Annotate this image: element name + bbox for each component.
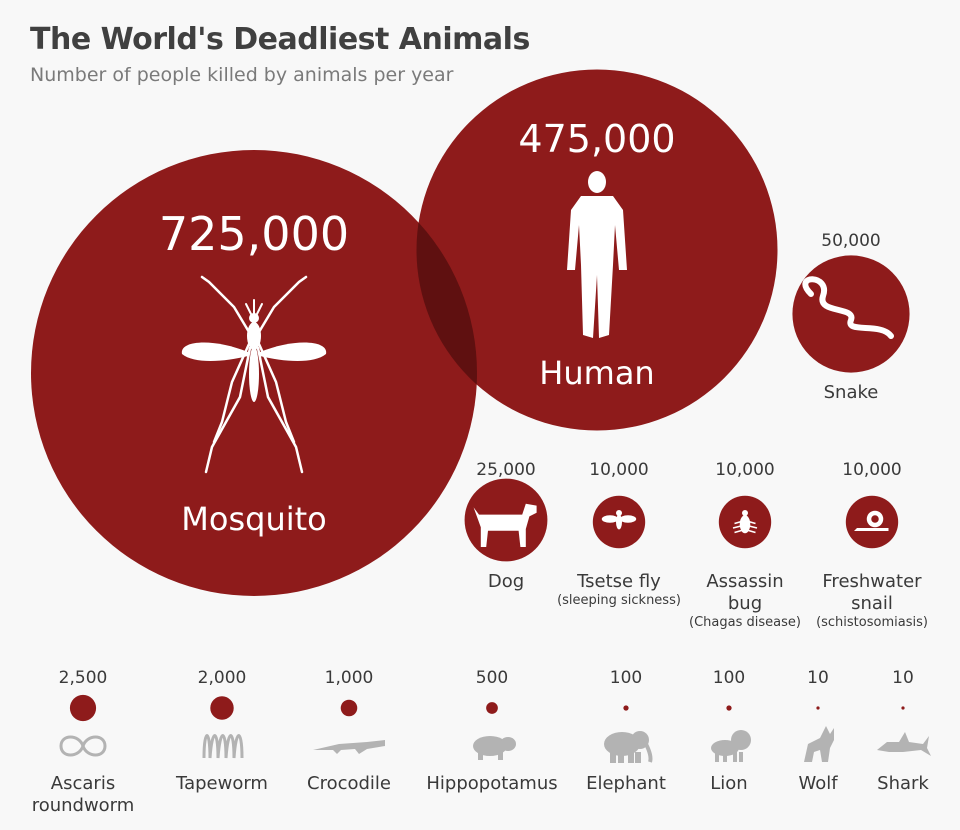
bug-icon (732, 510, 758, 534)
name-label-hippopotamus: Hippopotamus (426, 773, 557, 794)
name-label-assassin-bug-line1: Assassin (706, 571, 783, 592)
value-label-elephant: 100 (610, 668, 642, 688)
wolf-icon (804, 726, 834, 762)
bubble-shark (901, 706, 905, 710)
name-label-shark: Shark (877, 773, 929, 794)
lion-icon (711, 730, 751, 762)
name-label-assassin-bug-line2: bug (728, 593, 762, 614)
tapeworm-icon (202, 734, 244, 759)
snake-icon (802, 276, 894, 339)
bubble-tapeworm (210, 696, 234, 720)
name-label-human: Human (539, 354, 654, 392)
bubble-hippopotamus (486, 702, 498, 714)
value-label-crocodile: 1,000 (325, 668, 374, 688)
name-label-elephant: Elephant (586, 773, 666, 794)
name-label-crocodile: Crocodile (307, 773, 391, 794)
crocodile-icon (313, 740, 385, 754)
bubble-elephant (623, 705, 629, 711)
name-label-ascaris-roundworm-line1: Ascaris (51, 773, 115, 794)
value-label-snake: 50,000 (821, 231, 880, 251)
dog-icon (473, 503, 537, 547)
roundworm-icon (59, 735, 107, 757)
human-icon (567, 171, 627, 338)
name-label-freshwater-snail-line2: snail (851, 593, 893, 614)
shark-icon (877, 732, 931, 756)
name-label-mosquito: Mosquito (181, 500, 326, 538)
value-label-hippopotamus: 500 (476, 668, 508, 688)
fly-icon (601, 510, 637, 530)
name-label-snake: Snake (824, 382, 879, 403)
value-label-ascaris-roundworm: 2,500 (59, 668, 108, 688)
chart-title: The World's Deadliest Animals (30, 22, 530, 57)
bubble-ascaris-roundworm (69, 694, 97, 722)
name-label-lion: Lion (710, 773, 747, 794)
value-label-lion: 100 (713, 668, 745, 688)
elephant-icon (604, 731, 653, 763)
value-label-wolf: 10 (807, 668, 829, 688)
chart-subtitle: Number of people killed by animals per y… (30, 64, 454, 86)
value-label-human: 475,000 (518, 117, 675, 161)
value-label-dog: 25,000 (476, 460, 535, 480)
bubble-wolf (816, 706, 820, 710)
name-label-wolf: Wolf (798, 773, 838, 794)
value-label-tapeworm: 2,000 (198, 668, 247, 688)
value-label-shark: 10 (892, 668, 914, 688)
note-label-freshwater-snail: (schistosomiasis) (816, 615, 928, 630)
note-label-tsetse-fly: (sleeping sickness) (557, 593, 681, 608)
value-label-tsetse-fly: 10,000 (589, 460, 648, 480)
name-label-dog: Dog (488, 571, 524, 592)
value-label-freshwater-snail: 10,000 (842, 460, 901, 480)
bubble-crocodile (340, 699, 358, 717)
note-label-assassin-bug: (Chagas disease) (689, 615, 801, 630)
name-label-tapeworm: Tapeworm (175, 773, 268, 794)
hippo-icon (473, 736, 516, 760)
value-label-mosquito: 725,000 (159, 207, 349, 261)
name-label-ascaris-roundworm-line2: roundworm (32, 795, 135, 816)
bubble-lion (726, 705, 732, 711)
name-label-tsetse-fly: Tsetse fly (576, 571, 661, 592)
name-label-freshwater-snail-line1: Freshwater (822, 571, 922, 592)
mosquito-icon (181, 275, 327, 474)
snail-icon (854, 510, 889, 531)
value-label-assassin-bug: 10,000 (715, 460, 774, 480)
